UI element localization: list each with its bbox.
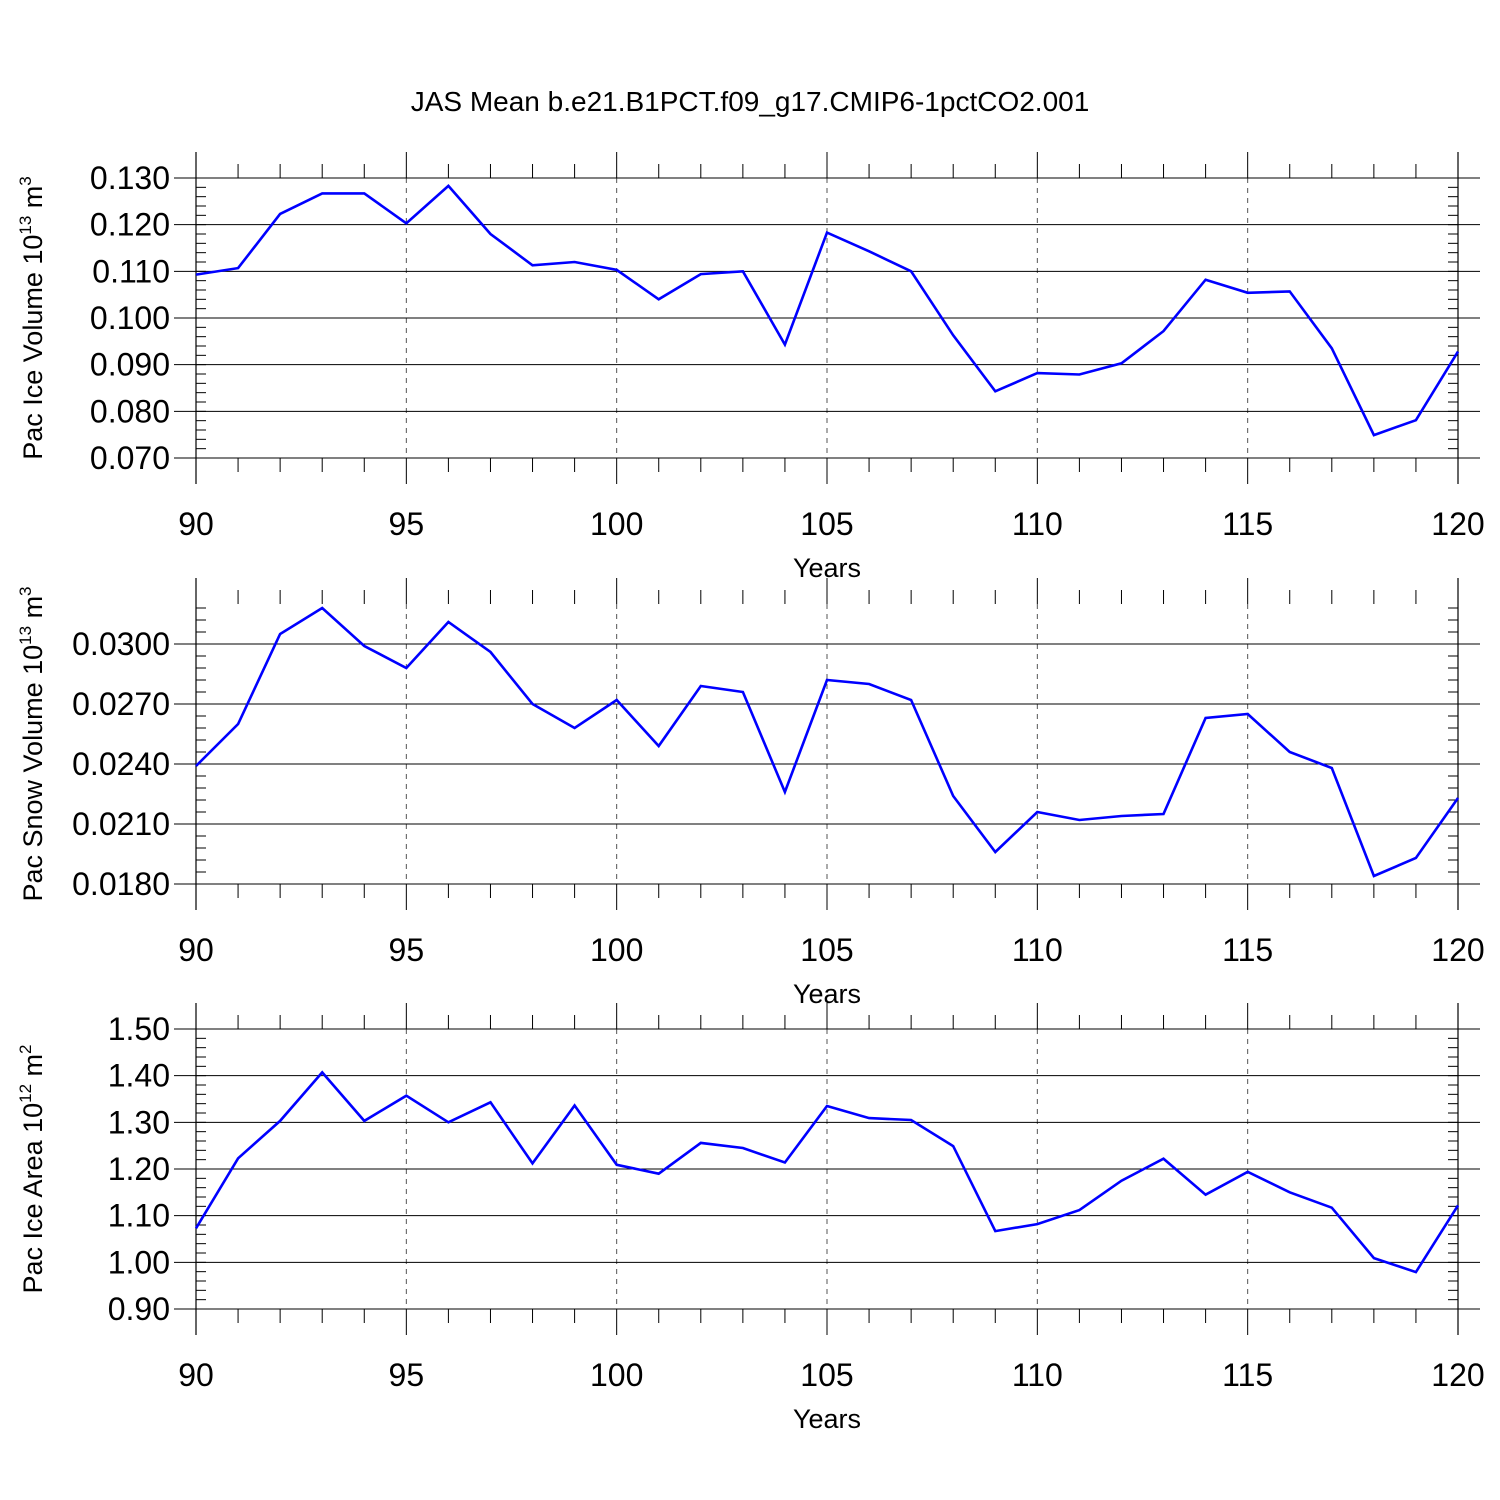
x-tick-label: 110 [1012, 1357, 1063, 1393]
panel-2: 0.0180 0.0210 0.0240 0.0270 0.0300 90 95 100 105… [16, 578, 1485, 1009]
y-tick-label: 0.0240 [72, 746, 170, 782]
y-tick-label: 1.00 [108, 1244, 170, 1280]
panel-1: 0.070 0.080 0.090 0.100 0.110 0.120 0.130 90 95 1… [16, 152, 1485, 583]
series-line [195, 184, 1460, 437]
series-line [194, 1070, 1460, 1274]
x-tick-label: 105 [800, 932, 853, 968]
y-tick-label: 0.130 [90, 160, 170, 196]
x-tick-label: 90 [178, 932, 214, 968]
y-tick-label: 0.0300 [72, 626, 170, 662]
x-tick-label: 90 [178, 1357, 214, 1393]
y-tick-label: 0.120 [90, 207, 170, 243]
x-tick-label: 100 [590, 1357, 643, 1393]
y-tick-label: 0.0180 [72, 866, 170, 902]
y-tick-label: 1.40 [108, 1058, 170, 1094]
x-tick-label: 115 [1222, 506, 1273, 542]
x-axis-title: Years [793, 1404, 861, 1434]
y-tick-label: 1.30 [108, 1104, 170, 1140]
y-axis-title: Pac Ice Volume 1013 m3 [16, 176, 48, 460]
x-tick-label: 120 [1431, 506, 1484, 542]
y-tick-label: 0.100 [90, 300, 170, 336]
x-tick-label: 120 [1431, 932, 1484, 968]
x-tick-label: 115 [1222, 932, 1273, 968]
y-tick-label: 0.0270 [72, 686, 170, 722]
y-axis-title: Pac Ice Area 1012 m2 [16, 1044, 48, 1293]
y-tick-label: 0.070 [90, 440, 170, 476]
y-tick-label: 1.10 [108, 1198, 170, 1234]
y-tick-label: 1.50 [108, 1011, 170, 1047]
x-tick-label: 105 [800, 506, 853, 542]
x-tick-label: 115 [1222, 1357, 1273, 1393]
y-axis-title: Pac Snow Volume 1013 m3 [16, 586, 48, 901]
x-tick-label: 110 [1012, 506, 1063, 542]
x-tick-label: 110 [1012, 932, 1063, 968]
y-tick-label: 1.20 [108, 1151, 170, 1187]
chart-title: JAS Mean b.e21.B1PCT.f09_g17.CMIP6-1pctC… [410, 86, 1090, 117]
y-tick-label: 0.080 [90, 393, 170, 429]
x-tick-label: 105 [800, 1357, 853, 1393]
y-tick-label: 0.90 [108, 1291, 170, 1327]
panel-3: 0.90 1.00 1.10 1.20 1.30 1.40 1.50 90 95 100 105 11… [16, 1003, 1485, 1434]
x-tick-label: 100 [590, 506, 643, 542]
y-tick-label: 0.110 [92, 253, 170, 289]
x-tick-label: 120 [1431, 1357, 1484, 1393]
y-tick-label: 0.0210 [72, 806, 170, 842]
series-line [195, 606, 1460, 878]
x-tick-label: 90 [178, 506, 214, 542]
x-tick-label: 95 [389, 1357, 425, 1393]
x-tick-label: 95 [389, 932, 425, 968]
y-tick-label: 0.090 [90, 347, 170, 383]
x-tick-label: 100 [590, 932, 643, 968]
x-tick-label: 95 [389, 506, 425, 542]
